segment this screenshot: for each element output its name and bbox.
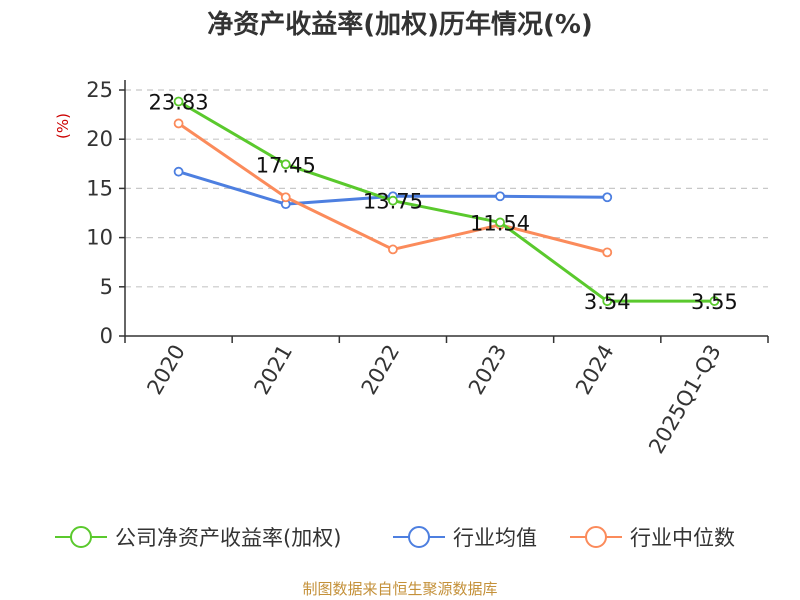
data-point: [602, 247, 613, 258]
y-tick-label: 20: [86, 127, 113, 151]
x-tick-label: 2021: [250, 341, 298, 399]
legend-label: 公司净资产收益率(加权): [115, 526, 341, 550]
data-label: 17.45: [256, 153, 316, 177]
data-point: [280, 192, 291, 203]
legend-label: 行业中位数: [630, 526, 735, 550]
data-point: [602, 192, 613, 203]
data-point: [495, 217, 505, 228]
data-point: [173, 118, 184, 129]
y-tick-label: 25: [86, 78, 113, 102]
source-note: 制图数据来自恒生聚源数据库: [302, 580, 497, 598]
data-point: [173, 166, 184, 177]
legend: 公司净资产收益率(加权) 行业均值 行业中位数: [55, 526, 735, 550]
y-tick-label: 0: [100, 324, 113, 348]
data-label: 23.83: [149, 91, 209, 115]
y-tick-label: 10: [86, 226, 113, 250]
chart-title: 净资产收益率(加权)历年情况(%): [207, 9, 593, 40]
data-point: [495, 191, 505, 202]
legend-marker-icon: [70, 526, 92, 548]
y-axis-unit: (%): [54, 113, 72, 139]
series-line: [177, 100, 715, 303]
x-tick-label: 2025Q1-Q3: [644, 341, 726, 458]
legend-item: 行业中位数: [570, 526, 735, 550]
x-tick-label: 2020: [142, 341, 190, 399]
data-label: 3.55: [691, 290, 738, 314]
legend-label: 行业均值: [453, 526, 537, 550]
y-tick-label: 5: [100, 275, 113, 299]
grid: [125, 89, 768, 288]
data-label: 13.75: [363, 190, 423, 214]
legend-item: 行业均值: [393, 526, 537, 550]
data-point: [280, 159, 291, 170]
y-tick-label: 15: [86, 176, 113, 200]
data-point: [709, 296, 720, 306]
data-point: [602, 296, 613, 307]
legend-item: 公司净资产收益率(加权): [55, 526, 341, 550]
data-point: [388, 244, 398, 255]
data-point: [388, 195, 398, 206]
x-tick-label: 2023: [464, 341, 512, 399]
series-layer: [173, 96, 720, 307]
legend-marker-icon: [408, 526, 430, 548]
data-point: [173, 96, 184, 107]
data-label: 11.54: [470, 211, 530, 235]
legend-marker-icon: [585, 526, 607, 548]
data-label: 3.54: [584, 290, 631, 314]
x-tick-label: 2022: [357, 341, 405, 399]
axes: 0 5 10 15 20 25 2020 2021 2022 2023 2024 2025Q1-Q3: [86, 78, 769, 458]
data-labels: 23.83 17.45 13.75 11.54 3.54 3.55: [149, 91, 738, 315]
x-tick-label: 2024: [571, 341, 619, 399]
